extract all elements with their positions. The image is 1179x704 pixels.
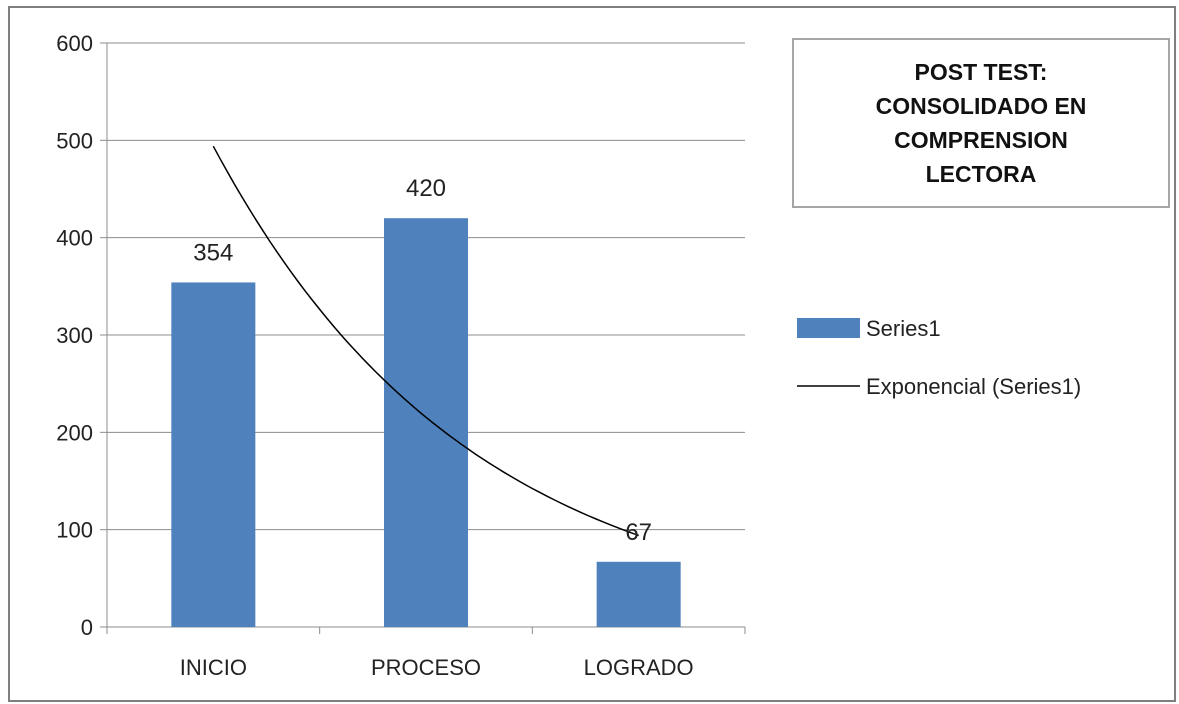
trendline-exponential	[212, 145, 639, 537]
legend: Series1 Exponencial (Series1)	[797, 316, 1081, 399]
y-tick-label-400: 400	[56, 226, 93, 251]
x-axis: INICIO PROCESO LOGRADO	[106, 626, 746, 680]
bar-proceso	[384, 218, 468, 627]
legend-label-series1: Series1	[866, 316, 941, 341]
y-tick-label-300: 300	[56, 323, 93, 348]
y-tick-label-200: 200	[56, 420, 93, 445]
trendline-group	[212, 145, 639, 537]
bar-series	[171, 218, 681, 627]
y-tick-label-0: 0	[81, 615, 93, 640]
y-tick-label-100: 100	[56, 518, 93, 543]
chart-title: POST TEST: CONSOLIDADO EN COMPRENSION LE…	[875, 59, 1087, 187]
data-label-inicio: 354	[193, 239, 233, 266]
legend-swatch-series1	[797, 318, 860, 338]
data-label-logrado: 67	[625, 519, 652, 546]
legend-label-trendline: Exponencial (Series1)	[866, 374, 1081, 399]
bar-logrado	[596, 561, 681, 627]
data-labels: 354 420 67	[193, 175, 652, 546]
data-label-proceso: 420	[406, 175, 446, 202]
chart-title-box: POST TEST: CONSOLIDADO EN COMPRENSION LE…	[792, 38, 1170, 208]
y-tick-label-500: 500	[56, 128, 93, 153]
bar-inicio	[171, 282, 256, 627]
y-axis: 0 100 200 300 400 500 600	[56, 31, 108, 640]
x-tick-label-proceso: PROCESO	[371, 655, 481, 680]
x-tick-label-inicio: INICIO	[180, 655, 247, 680]
x-tick-label-logrado: LOGRADO	[584, 655, 694, 680]
y-tick-label-600: 600	[56, 31, 93, 56]
